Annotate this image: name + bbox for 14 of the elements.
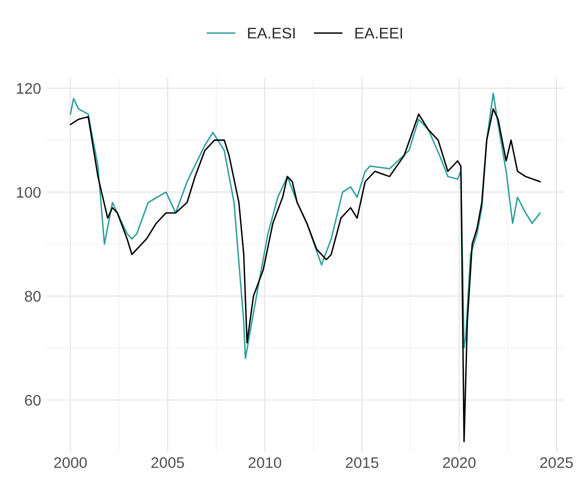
x-tick-label: 2020	[442, 457, 476, 468]
line-series	[70, 92, 541, 360]
line-series	[70, 108, 541, 442]
legend-label: EA.ESI	[248, 28, 295, 39]
legend-label: EA.EEI	[355, 28, 402, 38]
x-tick-label: 2000	[54, 457, 87, 468]
x-tick-label: 2005	[151, 457, 184, 468]
x-tick-label: 2010	[248, 457, 282, 468]
y-tick-label: 80	[24, 290, 41, 302]
y-tick-label: 60	[25, 394, 41, 406]
x-tick-label: 2015	[346, 457, 378, 468]
y-tick-label: 100	[16, 186, 41, 198]
x-tick-label: 2025	[540, 457, 573, 468]
y-tick-label: 120	[16, 83, 41, 94]
